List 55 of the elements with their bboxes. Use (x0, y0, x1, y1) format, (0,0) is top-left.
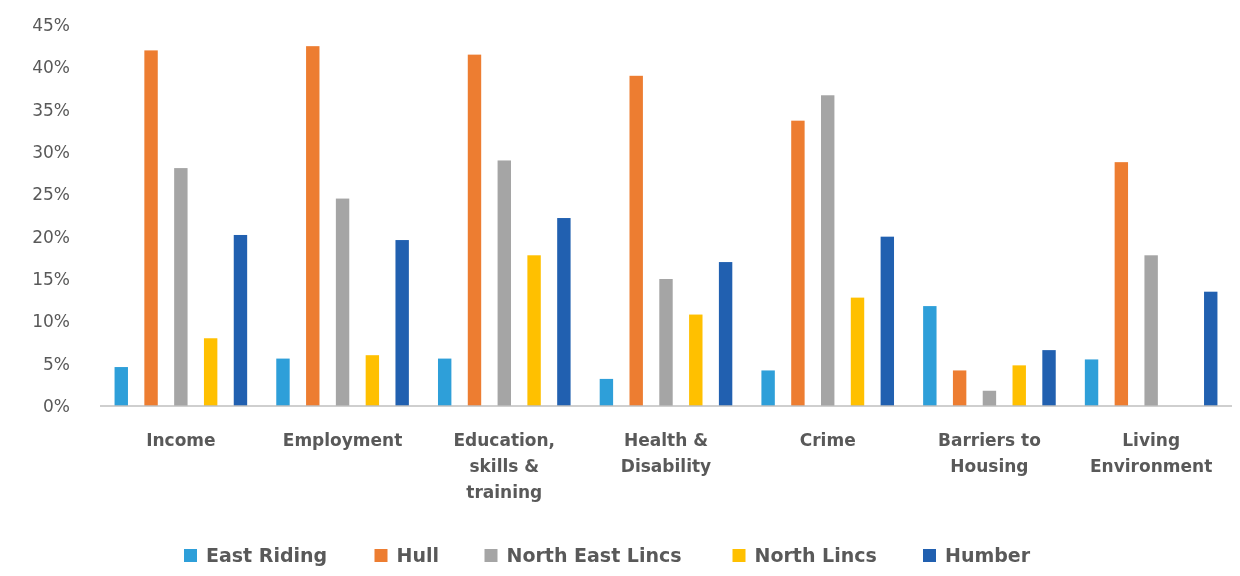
bar (527, 255, 541, 406)
bar (599, 378, 614, 406)
y-tick-label: 0% (43, 395, 70, 416)
y-tick-label: 30% (32, 141, 70, 162)
bar (1144, 255, 1158, 406)
x-tick-label: Living Environment (1090, 430, 1213, 476)
bar (718, 262, 733, 406)
x-tick-label: Barriers to Housing (938, 430, 1041, 476)
bar (276, 358, 290, 406)
bar (689, 314, 703, 406)
bar (395, 240, 409, 406)
x-tick-label: Employment (282, 430, 403, 450)
bar (1204, 291, 1218, 406)
bar (467, 54, 482, 406)
bar (850, 297, 865, 406)
bar (335, 198, 350, 406)
legend-label: Humber (945, 544, 1031, 566)
bar (791, 120, 805, 406)
bar (174, 168, 188, 406)
bar (497, 160, 511, 406)
legend-label: North Lincs (754, 544, 877, 566)
bar (923, 306, 937, 406)
legend-label: East Riding (206, 544, 328, 566)
y-tick-label: 5% (43, 353, 70, 374)
bar (629, 75, 643, 406)
x-tick-label: Income (146, 430, 216, 450)
bar (1114, 162, 1129, 406)
legend-label: Hull (396, 544, 439, 566)
bar (365, 355, 380, 406)
bar (1084, 359, 1099, 406)
bar (437, 358, 452, 406)
x-tick-label: Health & Disability (620, 430, 712, 476)
y-tick-label: 20% (32, 226, 70, 247)
bar (659, 279, 673, 406)
legend-label: North East Lincs (506, 544, 682, 566)
y-tick-label: 40% (32, 57, 70, 78)
bar (144, 50, 158, 406)
bar (1012, 365, 1026, 406)
bar (952, 370, 967, 406)
bar (1042, 350, 1056, 406)
bar (761, 370, 775, 406)
bar (306, 46, 320, 406)
bar (114, 367, 128, 406)
y-tick-label: 25% (32, 184, 70, 205)
y-tick-label: 45% (32, 14, 70, 35)
x-tick-label: Education, skills & training (453, 430, 556, 502)
bar (203, 338, 218, 406)
y-tick-label: 15% (32, 268, 70, 289)
y-tick-label: 35% (32, 99, 70, 120)
x-tick-label: Crime (799, 430, 856, 450)
bar (880, 236, 895, 406)
bar (233, 234, 248, 406)
bar (821, 95, 835, 406)
bar (557, 218, 571, 406)
y-tick-label: 10% (32, 311, 70, 332)
